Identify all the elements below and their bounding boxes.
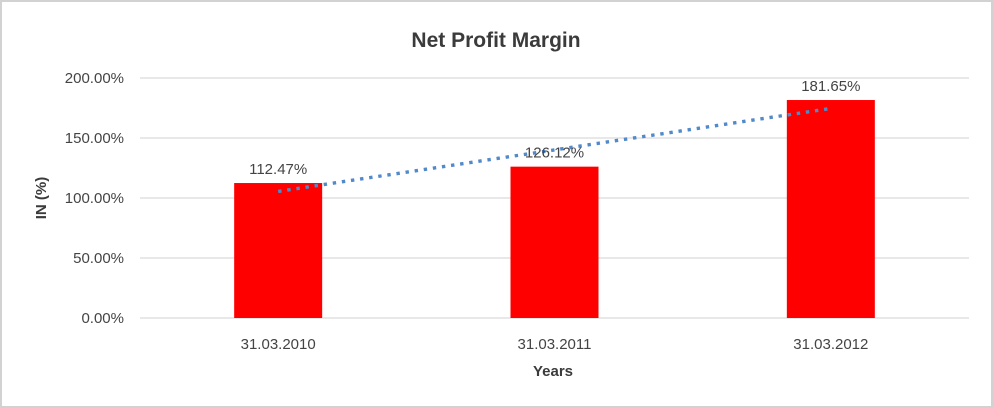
bar-series [234,100,875,319]
x-category-label: 31.03.2012 [793,336,868,353]
bar [786,100,875,319]
bar-value-label: 181.65% [801,78,860,95]
trendline [277,106,832,194]
bar-value-label: 112.47% [249,161,307,178]
trendline-dotted [277,106,832,194]
bar [510,166,599,318]
y-tick-label: 150.00% [65,130,124,147]
chart-title: Net Profit Margin [411,29,580,52]
y-tick-label: 50.00% [73,250,124,267]
y-axis-title: IN (%) [33,177,50,220]
bar-value-labels: 112.47% 126.12% 181.65% [249,78,860,178]
bar [234,183,323,318]
y-tick-label: 100.00% [65,190,124,207]
y-tick-label: 0.00% [81,310,124,327]
x-category-label: 31.03.2010 [241,336,316,353]
x-axis-category-labels: 31.03.2010 31.03.2011 31.03.2012 [241,336,869,353]
x-axis-title: Years [533,363,573,380]
y-tick-label: 200.00% [65,70,124,87]
bar-value-label: 126.12% [525,145,584,162]
x-category-label: 31.03.2011 [518,336,592,353]
y-axis-tick-labels: 0.00% 50.00% 100.00% 150.00% 200.00% [65,70,124,327]
